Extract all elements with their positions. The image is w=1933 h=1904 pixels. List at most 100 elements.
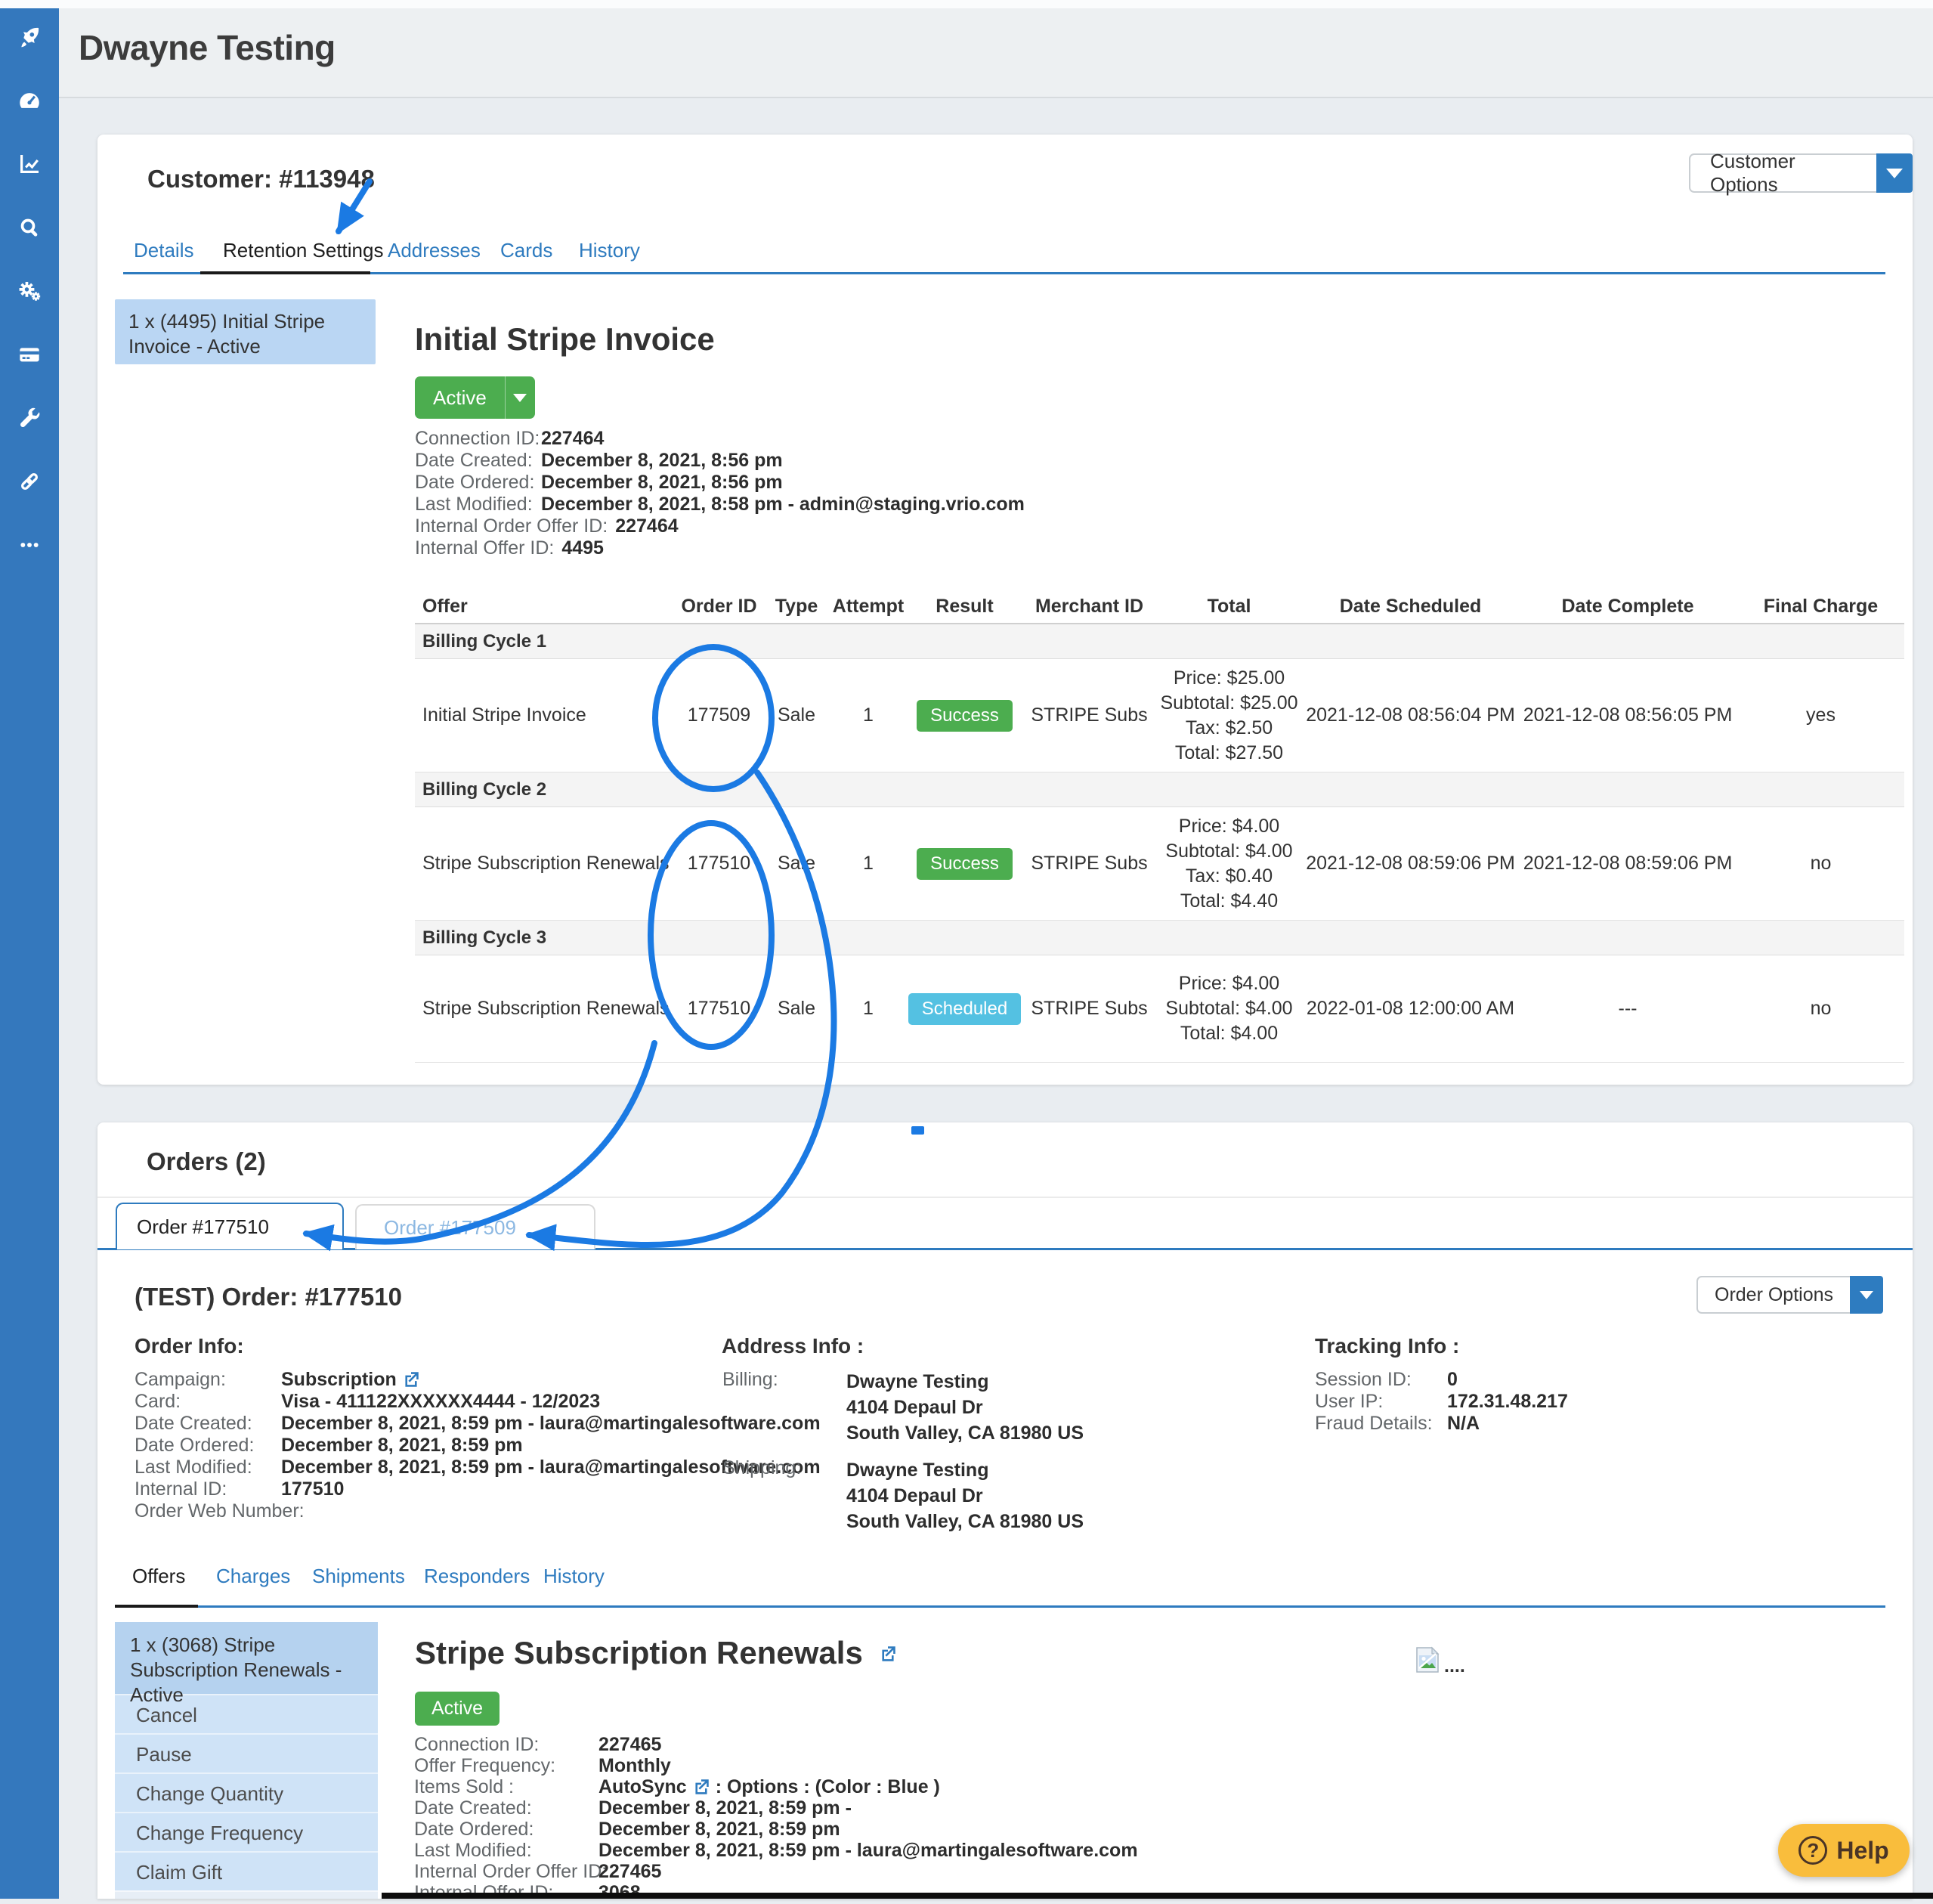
customer-options-label: Customer Options [1710,150,1795,196]
tab-charges[interactable]: Charges [216,1565,291,1587]
field-last-modified: Last Modified: December 8, 2021, 8:58 pm … [415,494,1025,515]
field-connection-id: Connection ID: 227465 [414,1734,662,1755]
tab-history[interactable]: History [543,1565,605,1587]
field-user-ip: User IP: 172.31.48.217 [1315,1391,1568,1412]
billing-address: Billing: Dwayne Testing 4104 Depaul Dr S… [722,1369,1084,1444]
offer-title: Initial Stripe Invoice [415,321,715,357]
field-last-modified: Last Modified: December 8, 2021, 8:59 pm … [135,1457,821,1478]
menu-item-claim-gift[interactable]: Claim Gift [115,1851,378,1890]
table-row[interactable]: Stripe Subscription Renewals 177510 Sale… [415,807,1904,921]
offer-status-caret[interactable] [504,376,535,419]
chevron-down-icon [1885,168,1903,178]
tab-retention-settings[interactable]: Retention Settings [223,239,384,262]
dashboard-icon[interactable] [17,88,42,113]
detail-tabs-active-underline [115,1605,198,1608]
field-last-modified: Last Modified: December 8, 2021, 8:59 pm … [414,1840,1138,1861]
more-icon[interactable] [17,532,42,558]
external-link-icon[interactable] [401,1370,421,1389]
menu-item-pause[interactable]: Pause [115,1733,378,1772]
billing-cycle-band: Billing Cycle 2 [415,772,1904,807]
wrench-icon[interactable] [17,405,42,431]
status-badge: Success [917,847,1013,880]
bottom-edge-bar [382,1893,1933,1899]
field-campaign: Campaign: Subscription [135,1369,425,1391]
order-options-label: Order Options [1715,1283,1834,1305]
offer-status-label: Active [433,385,487,409]
menu-item-cancel[interactable]: Cancel [115,1694,378,1733]
orders-card: Orders (2) (TEST) Order: #177510 Order O… [97,1122,1913,1903]
search-icon[interactable] [17,215,42,240]
field-session-id: Session ID: 0 [1315,1369,1458,1390]
field-offer-frequency: Offer Frequency: Monthly [414,1755,671,1776]
offer-status-button[interactable]: Active [415,376,535,419]
customer-title: Customer: #113948 [147,165,375,193]
menu-item-change-frequency[interactable]: Change Frequency [115,1812,378,1851]
billing-cycle-band: Billing Cycle 3 [415,921,1904,955]
tab-responders[interactable]: Responders [424,1565,530,1587]
field-items-sold: Items Sold : AutoSync : Options : (Color… [414,1776,940,1797]
credit-card-icon[interactable] [17,342,42,367]
total-cell: Price: $25.00 Subtotal: $25.00 Tax: $2.5… [1160,667,1298,763]
header-band [59,0,1933,97]
rocket-icon[interactable] [17,24,42,50]
external-link-icon[interactable] [878,1642,898,1665]
billing-table: Offer Order ID Type Attempt Result Merch… [415,590,1904,1063]
tab-cards[interactable]: Cards [500,239,553,262]
help-button[interactable]: ? Help [1778,1824,1910,1877]
total-cell: Price: $4.00 Subtotal: $4.00 Total: $4.0… [1165,973,1293,1044]
sidebar-nav [0,0,59,1899]
external-link-icon[interactable] [691,1777,711,1797]
orders-title: Orders (2) [147,1147,266,1175]
order-tab-177509[interactable]: Order #177509 [355,1204,595,1249]
tab-history[interactable]: History [579,239,640,262]
tab-offers[interactable]: Offers [132,1565,186,1587]
field-date-ordered: Date Ordered: December 8, 2021, 8:59 pm [135,1435,523,1456]
offer-menu-selected[interactable]: 1 x (3068) Stripe Subscription Renewals … [115,1622,378,1706]
offer-list-item[interactable]: 1 x (4495) Initial Stripe Invoice - Acti… [115,299,376,364]
customer-tabs-underline [123,272,1885,274]
broken-image-icon: .... [1414,1646,1465,1676]
total-cell: Price: $4.00 Subtotal: $4.00 Tax: $0.40 … [1165,815,1293,912]
order-offer-title: Stripe Subscription Renewals [415,1635,902,1671]
field-card: Card: Visa - 411122XXXXXX4444 - 12/2023 [135,1391,601,1412]
menu-item-change-quantity[interactable]: Change Quantity [115,1772,378,1812]
order-tabs-baseline [97,1248,1913,1250]
table-row[interactable]: Stripe Subscription Renewals 177510 Sale… [415,955,1904,1063]
field-order-web-number: Order Web Number: [135,1500,305,1522]
field-internal-offer-id: Internal Offer ID: 4495 [415,537,604,559]
chevron-down-icon [513,393,527,402]
window-top-strip [0,0,1933,8]
status-badge: Success [917,699,1013,732]
settings-icon[interactable] [17,278,42,304]
order-options-caret[interactable] [1850,1276,1884,1314]
order-offer-status-badge: Active [415,1692,500,1726]
customer-options-caret[interactable] [1876,153,1913,193]
field-date-created: Date Created: December 8, 2021, 8:59 pm -… [135,1413,821,1434]
tab-addresses[interactable]: Addresses [388,239,481,262]
field-date-ordered: Date Ordered: December 8, 2021, 8:56 pm [415,472,783,493]
menu-item-partial [115,1890,378,1899]
detail-tabs-underline [115,1605,1885,1608]
question-icon: ? [1798,1836,1828,1865]
field-connection-id: Connection ID: 227464 [415,428,605,449]
address-info-title: Address Info : [722,1334,864,1358]
field-internal-id: Internal ID: 177510 [135,1478,345,1500]
field-fraud-details: Fraud Details: N/A [1315,1413,1480,1434]
customer-options-button[interactable]: Customer Options [1689,150,1913,196]
field-internal-order-offer-id: Internal Order Offer ID: 227464 [415,515,679,537]
order-tab-177510[interactable]: Order #177510 [116,1203,344,1249]
billing-table-header: Offer Order ID Type Attempt Result Merch… [415,590,1904,624]
table-row[interactable]: Initial Stripe Invoice 177509 Sale 1 Suc… [415,659,1904,772]
field-date-ordered: Date Ordered: December 8, 2021, 8:59 pm [414,1819,840,1840]
tab-details[interactable]: Details [134,239,194,262]
tab-shipments[interactable]: Shipments [312,1565,405,1587]
shipping-address: Shipping: Dwayne Testing 4104 Depaul Dr … [722,1457,1084,1532]
chart-icon[interactable] [17,151,42,177]
link-icon[interactable] [17,469,42,494]
page-title: Dwayne Testing [79,28,336,67]
order-options-button[interactable]: Order Options [1696,1276,1884,1314]
header-divider [59,97,1933,98]
customer-card: Customer: #113948 Customer Options Detai… [97,135,1913,1085]
order-heading: (TEST) Order: #177510 [135,1283,402,1311]
